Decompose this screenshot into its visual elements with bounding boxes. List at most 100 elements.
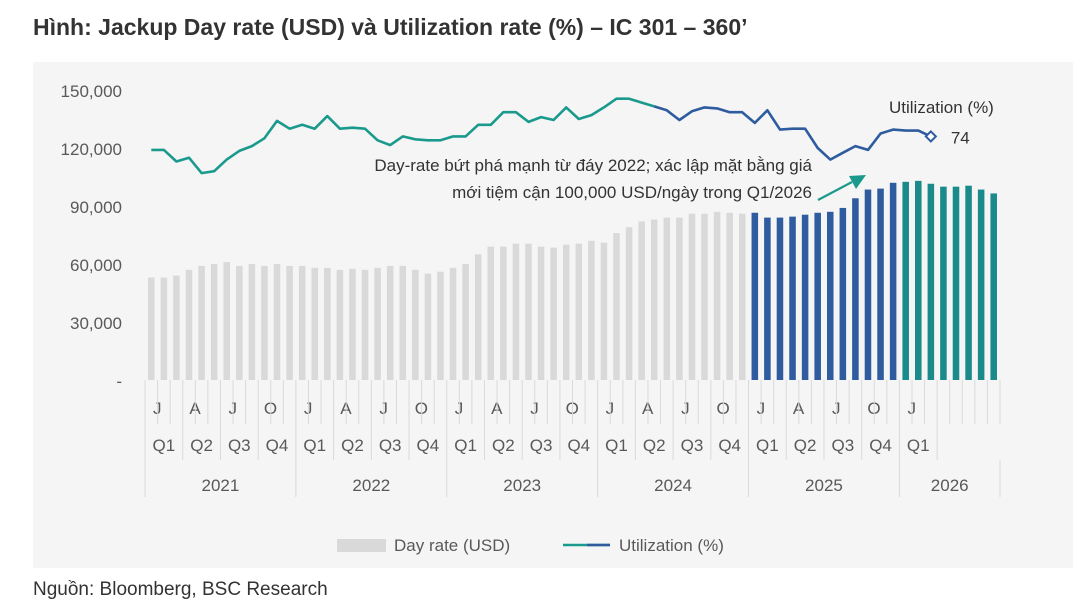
x-quarter-label: Q3	[681, 436, 704, 455]
chart-title: Hình: Jackup Day rate (USD) và Utilizati…	[33, 14, 748, 40]
x-quarter-label: Q1	[605, 436, 628, 455]
day-rate-bar	[688, 213, 696, 380]
day-rate-bar	[588, 240, 595, 380]
day-rate-bar	[927, 183, 935, 380]
x-quarter-label: Q4	[567, 436, 590, 455]
day-rate-bar	[437, 271, 444, 380]
day-rate-bar	[462, 264, 469, 380]
day-rate-bar	[826, 211, 834, 380]
x-quarter-label: Q1	[303, 436, 326, 455]
annotation-arrow-head	[849, 175, 866, 189]
day-rate-bar	[324, 267, 331, 380]
x-quarter-label: Q2	[341, 436, 364, 455]
day-rate-bar	[638, 221, 645, 380]
day-rate-bar	[713, 211, 721, 380]
day-rate-bar	[726, 212, 733, 380]
day-rate-bar	[764, 217, 771, 380]
day-rate-bar	[852, 198, 859, 380]
x-year-label: 2025	[805, 476, 843, 495]
utilization-series-label: Utilization (%)	[889, 98, 994, 117]
x-quarter-label: Q3	[831, 436, 854, 455]
day-rate-bar	[952, 186, 960, 380]
x-quarter-label: Q1	[907, 436, 930, 455]
day-rate-bar	[575, 243, 583, 380]
day-rate-bar	[537, 246, 545, 380]
day-rate-bar	[236, 265, 243, 380]
day-rate-bar	[625, 227, 633, 380]
day-rate-bar	[512, 243, 520, 380]
utilization-line-late	[653, 105, 932, 161]
day-rate-bar	[361, 269, 369, 380]
y-tick-label: -	[116, 372, 122, 391]
day-rate-bar	[877, 188, 884, 380]
day-rate-bar	[223, 262, 230, 380]
day-rate-bar	[525, 243, 532, 380]
day-rate-bar	[965, 185, 972, 380]
day-rate-bar	[701, 213, 708, 380]
x-year-label: 2026	[931, 476, 969, 495]
annotation-arrow-shaft	[817, 181, 853, 201]
x-year-label: 2023	[503, 476, 541, 495]
day-rate-bar	[311, 267, 319, 380]
day-rate-bar	[273, 264, 281, 380]
day-rate-bar	[676, 217, 683, 380]
x-quarter-label: Q2	[643, 436, 666, 455]
day-rate-bar	[349, 268, 356, 380]
annotation-line-2: mới tiệm cận 100,000 USD/ngày trong Q1/2…	[452, 183, 812, 202]
legend-bar-label: Day rate (USD)	[394, 536, 510, 555]
y-tick-label: 150,000	[61, 82, 122, 101]
day-rate-bar	[148, 277, 155, 380]
day-rate-bar	[789, 216, 796, 380]
day-rate-bar	[261, 265, 268, 380]
utilization-last-value: 74	[951, 128, 970, 147]
x-quarter-label: Q2	[190, 436, 213, 455]
day-rate-bar	[160, 277, 168, 380]
day-rate-bar	[562, 244, 570, 380]
day-rate-bar	[663, 217, 671, 380]
day-rate-bar	[751, 212, 759, 380]
x-year-label: 2024	[654, 476, 692, 495]
x-quarter-label: Q1	[454, 436, 477, 455]
day-rate-bar	[286, 265, 293, 380]
source-note: Nguồn: Bloomberg, BSC Research	[33, 579, 328, 600]
x-year-label: 2021	[202, 476, 240, 495]
day-rate-bar	[613, 233, 620, 380]
day-rate-bar	[889, 182, 897, 380]
day-rate-bar	[210, 264, 218, 380]
day-rate-bar	[248, 264, 256, 380]
utilization-line-early	[151, 97, 655, 175]
day-rate-bar	[474, 254, 482, 380]
legend-line-label: Utilization (%)	[619, 536, 724, 555]
day-rate-bar	[424, 273, 432, 380]
x-quarter-label: Q1	[756, 436, 779, 455]
day-rate-bar	[940, 186, 947, 380]
day-rate-bar	[185, 269, 193, 380]
day-rate-bar	[173, 275, 180, 380]
y-tick-label: 30,000	[70, 314, 122, 333]
day-rate-bar	[412, 269, 419, 380]
utilization-last-marker	[924, 129, 938, 143]
x-quarter-label: Q3	[379, 436, 402, 455]
x-quarter-label: Q3	[530, 436, 553, 455]
day-rate-bar	[990, 193, 997, 380]
x-quarter-label: Q2	[794, 436, 817, 455]
day-rate-bar	[864, 189, 872, 380]
x-quarter-label: Q3	[228, 436, 251, 455]
legend-bar-swatch	[337, 539, 386, 552]
day-rate-bar	[902, 181, 909, 380]
day-rate-bar	[801, 214, 809, 380]
x-quarter-label: Q1	[153, 436, 176, 455]
day-rate-bar	[374, 267, 381, 380]
day-rate-bar	[977, 189, 985, 380]
x-quarter-label: Q4	[266, 436, 289, 455]
day-rate-bar	[550, 247, 557, 380]
x-quarter-label: Q4	[718, 436, 741, 455]
annotation-line-1: Day-rate bứt phá mạnh từ đáy 2022; xác l…	[374, 156, 812, 175]
y-tick-label: 120,000	[61, 140, 122, 159]
day-rate-bar	[449, 267, 457, 380]
x-year-label: 2022	[352, 476, 390, 495]
day-rate-bar	[198, 265, 205, 380]
day-rate-bar	[500, 246, 507, 380]
x-quarter-label: Q2	[492, 436, 515, 455]
